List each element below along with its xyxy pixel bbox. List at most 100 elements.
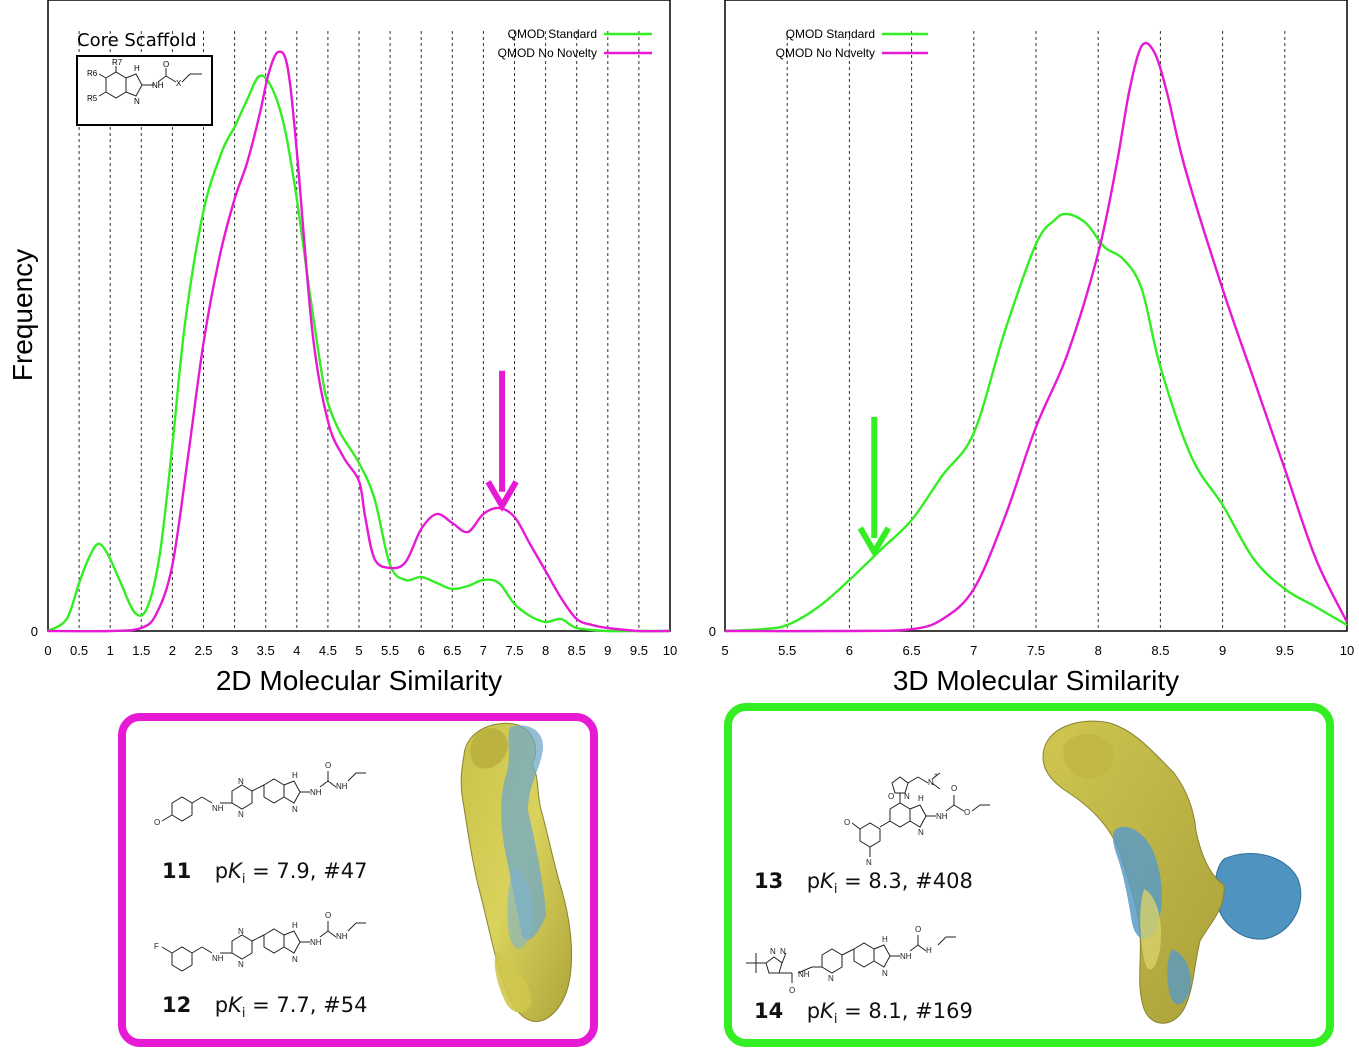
x-tick-label: 7 <box>480 643 487 658</box>
svg-text:H: H <box>882 935 888 944</box>
compound-panel-standard: N + O N H N NH O O O N 13 pKi = 8.3, #40… <box>724 703 1334 1047</box>
compound-13-label: 13 pKi = 8.3, #408 <box>754 869 973 898</box>
svg-text:N: N <box>866 858 872 867</box>
x-tick-label: 5 <box>355 643 362 658</box>
legend: QMOD Standard QMOD No Novelty <box>776 27 928 60</box>
compound-id: 14 <box>754 999 784 1023</box>
series-line-qmod-no-novelty <box>47 50 671 633</box>
svg-text:NH: NH <box>336 932 348 941</box>
x-tick-label: 0.5 <box>70 643 88 658</box>
svg-text:F: F <box>154 942 159 951</box>
molecule-12-structure: F N N NH H N O NH NH <box>154 911 366 972</box>
svg-text:O: O <box>844 818 850 827</box>
svg-text:NH: NH <box>310 788 322 797</box>
plot-frame <box>724 0 1348 632</box>
legend-label-qmod-standard: QMOD Standard <box>508 27 597 41</box>
legend-label-qmod-standard: QMOD Standard <box>786 27 875 41</box>
svg-text:N: N <box>238 960 244 969</box>
x-tick-label: 4 <box>293 643 300 658</box>
grid-lines <box>786 31 1286 631</box>
x-tick-label: 4.5 <box>319 643 337 658</box>
svg-text:N: N <box>238 927 244 936</box>
x-tick-label: 10 <box>663 643 677 658</box>
legend: QMOD Standard QMOD No Novelty <box>498 27 652 60</box>
plot-frame <box>47 0 671 632</box>
svg-text:+: + <box>934 772 938 779</box>
arrow-head <box>485 480 519 512</box>
core-scaffold-label: Core Scaffold <box>77 30 197 51</box>
svg-text:R6: R6 <box>87 69 98 78</box>
svg-text:N: N <box>928 778 934 787</box>
x-tick-label: 8.5 <box>1151 643 1169 658</box>
legend-label-qmod-no-novelty: QMOD No Novelty <box>498 46 597 60</box>
x-tick-label: 1 <box>107 643 114 658</box>
compound-id: 12 <box>162 993 192 1017</box>
svg-text:NH: NH <box>212 954 224 963</box>
svg-text:N: N <box>780 947 786 956</box>
x-tick-label: 0 <box>44 643 51 658</box>
y-axis-label: Frequency <box>7 249 38 381</box>
svg-text:NH: NH <box>336 782 348 791</box>
svg-text:NH: NH <box>310 938 322 947</box>
svg-text:O: O <box>789 986 795 995</box>
x-tick-label: 1.5 <box>132 643 150 658</box>
svg-text:NH: NH <box>798 970 810 979</box>
core-scaffold-box <box>76 55 213 126</box>
svg-text:NH: NH <box>936 812 948 821</box>
svg-text:O: O <box>325 761 331 770</box>
annotation-arrow-green <box>857 417 891 558</box>
svg-text:N: N <box>238 777 244 786</box>
svg-text:O: O <box>154 818 160 827</box>
svg-text:N: N <box>238 810 244 819</box>
x-tick-label: 9.5 <box>1276 643 1294 658</box>
x-tick-label: 2 <box>169 643 176 658</box>
compound-12-label: 12 pKi = 7.7, #54 <box>162 993 368 1022</box>
svg-text:O: O <box>915 925 921 934</box>
svg-text:O: O <box>951 784 957 793</box>
svg-text:H: H <box>292 921 298 930</box>
arrow-head <box>857 526 891 558</box>
x-tick-label: 8 <box>1095 643 1102 658</box>
svg-text:R5: R5 <box>87 94 98 103</box>
series-line-qmod-no-novelty <box>724 41 1349 633</box>
svg-text:H: H <box>292 771 298 780</box>
x-tick-label: 6 <box>846 643 853 658</box>
svg-text:NH: NH <box>152 81 164 90</box>
svg-text:O: O <box>964 808 970 817</box>
compound-id: 11 <box>162 859 192 883</box>
svg-text:N: N <box>292 955 298 964</box>
svg-text:N: N <box>292 805 298 814</box>
series-line-qmod-standard <box>724 212 1348 633</box>
y-tick-label: 0 <box>709 624 716 639</box>
compound-id: 13 <box>754 869 784 893</box>
svg-text:O: O <box>163 60 169 69</box>
x-tick-label: 6 <box>418 643 425 658</box>
svg-text:N: N <box>882 969 888 978</box>
chart-2d-similarity: 0 0.5 1 1.5 2 2.5 3 3.5 4 4.5 5 5.5 6 6.5 7 7.5 8 8.5 9 9.5… <box>7 0 677 696</box>
core-scaffold-atoms: R7 R6 R5 H N NH O X <box>87 58 182 106</box>
molecule-14-structure: N N NH O N H N O NH H <box>746 925 956 995</box>
svg-text:N: N <box>904 792 910 801</box>
core-scaffold-structure <box>98 66 202 99</box>
svg-text:N: N <box>828 974 834 983</box>
y-tick-label: 0 <box>31 624 38 639</box>
svg-text:O: O <box>325 911 331 920</box>
molecule-13-structure: N + O N H N NH O O O N <box>844 772 990 867</box>
x-axis-label: 3D Molecular Similarity <box>893 665 1179 696</box>
x-tick-label: 5.5 <box>778 643 796 658</box>
svg-text:H: H <box>918 794 924 803</box>
x-tick-label: 9 <box>1219 643 1226 658</box>
molecular-surface-image <box>1042 720 1302 1024</box>
svg-text:N: N <box>770 947 776 956</box>
x-axis-label: 2D Molecular Similarity <box>216 665 502 696</box>
legend-label-qmod-no-novelty: QMOD No Novelty <box>776 46 875 60</box>
x-tick-label: 3.5 <box>257 643 275 658</box>
x-tick-label: 6.5 <box>903 643 921 658</box>
compound-panel-no-novelty: O N N NH H N O NH NH 11 pKi = 7.9, #47 <box>118 713 598 1047</box>
svg-text:O: O <box>888 792 894 801</box>
svg-text:NH: NH <box>900 952 912 961</box>
x-tick-label: 2.5 <box>194 643 212 658</box>
compound-14-label: 14 pKi = 8.1, #169 <box>754 999 973 1028</box>
x-tick-label: 6.5 <box>443 643 461 658</box>
svg-text:H: H <box>926 946 932 955</box>
